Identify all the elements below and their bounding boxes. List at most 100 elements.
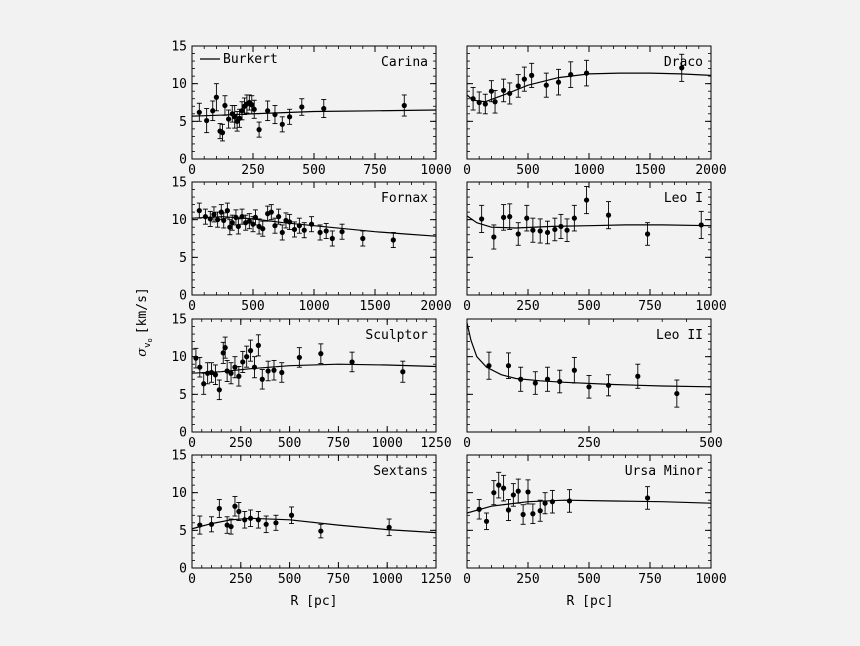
carina-data-point — [401, 94, 407, 117]
carina-point-marker — [299, 104, 305, 110]
sextans-point-marker — [208, 521, 215, 527]
leo-i-point-marker — [537, 228, 543, 234]
panel-draco: 0 500 1000 1500 2000 Draco — [463, 45, 727, 178]
leo-ii-data-point — [486, 351, 492, 380]
draco-data-point — [492, 89, 498, 114]
draco-data-point — [679, 53, 685, 82]
draco-point-marker — [555, 79, 562, 85]
leo-ii-point-marker — [586, 384, 592, 390]
draco-data-point — [515, 74, 521, 98]
sculptor-data-point — [255, 334, 261, 357]
carina-data-point — [256, 121, 262, 138]
ursa-minor-data-point — [549, 489, 556, 514]
fornax-point-marker — [287, 219, 293, 225]
leo-i-point-marker — [544, 229, 551, 236]
carina-y-tick-label: 15 — [171, 40, 187, 55]
sextans-point-marker — [247, 515, 254, 521]
sextans-data-point — [236, 502, 242, 521]
carina-data-point — [251, 99, 257, 119]
sextans-point-marker — [228, 523, 234, 530]
leo-ii-point-marker — [486, 363, 492, 369]
ursa-minor-x-tick-label: 250 — [516, 572, 539, 587]
ursa-minor-data-point — [542, 492, 548, 515]
y-axis-title-symbol: σ — [135, 347, 150, 357]
fornax-y-tick-label: 10 — [171, 213, 187, 228]
carina-point-marker — [287, 114, 293, 120]
carina-x-tick-label: 500 — [302, 163, 325, 178]
ursa-minor-data-point — [537, 499, 543, 522]
carina-data-point — [249, 95, 255, 115]
fornax-x-tick-label: 0 — [188, 299, 196, 314]
leo-ii-data-point — [518, 366, 524, 392]
leo-ii-x-tick-label: 500 — [699, 436, 722, 451]
draco-point-marker — [470, 96, 476, 102]
leo-i-point-marker — [605, 212, 612, 218]
carina-x-tick-label: 250 — [241, 163, 264, 178]
panel-sextans: 0 250 500 750 1000 1250 0 5 10 15 Sextans — [171, 449, 451, 588]
sextans-data-point — [216, 498, 222, 518]
leo-ii-data-point — [605, 374, 612, 397]
sculptor-data-point — [232, 356, 238, 379]
leo-i-point-marker — [491, 234, 497, 240]
carina-point-marker — [272, 111, 278, 118]
leo-i-data-point — [552, 217, 558, 242]
carina-point-marker — [222, 102, 228, 109]
panel-ursa-minor: 0 250 500 750 1000 Ursa Minor — [463, 454, 727, 587]
fornax-y-tick-label: 15 — [171, 176, 187, 191]
carina-x-tick-label: 750 — [363, 163, 386, 178]
carina-point-marker — [401, 102, 407, 109]
sextans-point-marker — [224, 522, 230, 528]
sculptor-x-tick-label: 1250 — [420, 436, 451, 451]
y-axis-title-unit: [km/s] — [135, 287, 150, 334]
sextans-point-marker — [232, 503, 238, 509]
fornax-point-marker — [196, 208, 202, 214]
sextans-point-marker — [197, 522, 203, 528]
sculptor-point-marker — [255, 342, 261, 348]
sextans-x-tick-label: 500 — [278, 572, 301, 587]
ursa-minor-data-point — [566, 489, 573, 513]
fornax-data-point — [291, 221, 298, 238]
fornax-point-marker — [221, 217, 227, 224]
fornax-data-point — [317, 224, 323, 241]
leo-ii-point-marker — [635, 373, 641, 379]
leo-i-point-marker — [552, 226, 558, 233]
sculptor-data-point — [259, 369, 265, 390]
leo-i-point-marker — [515, 231, 521, 237]
sculptor-data-point — [296, 347, 302, 368]
carina-data-point — [213, 83, 219, 112]
fornax-point-marker — [260, 226, 266, 232]
fornax-y-tick-label: 5 — [179, 251, 187, 266]
sculptor-data-point — [216, 379, 222, 401]
y-axis-title-sub: v — [143, 342, 153, 347]
ursa-minor-data-point — [483, 512, 490, 531]
ursa-minor-point-marker — [501, 485, 507, 491]
carina-data-point — [265, 100, 271, 122]
fornax-data-point — [235, 218, 241, 235]
ursa-minor-data-point — [525, 479, 531, 505]
draco-point-marker — [482, 101, 488, 107]
draco-point-marker — [492, 99, 498, 105]
carina-y-tick-label: 10 — [171, 77, 187, 92]
fornax-data-point — [329, 230, 335, 247]
sextans-x-tick-label: 1250 — [420, 572, 451, 587]
sextans-point-marker — [273, 520, 279, 526]
sculptor-point-marker — [228, 370, 234, 376]
sculptor-x-tick-label: 750 — [327, 436, 350, 451]
sculptor-data-point — [212, 364, 219, 385]
sculptor-x-tick-label: 500 — [278, 436, 301, 451]
ursa-minor-point-marker — [537, 508, 543, 514]
draco-data-point — [543, 72, 549, 98]
leo-ii-data-point — [505, 352, 512, 379]
ursa-minor-point-marker — [515, 488, 521, 494]
fornax-data-point — [215, 211, 221, 228]
sculptor-point-marker — [271, 367, 277, 373]
sculptor-data-point — [279, 362, 285, 383]
leo-ii-point-marker — [532, 380, 538, 386]
sculptor-point-marker — [265, 368, 271, 374]
fornax-data-point — [279, 224, 285, 241]
leo-ii-data-point — [557, 369, 563, 394]
sextans-point-marker — [255, 517, 261, 523]
panel-leo-ii: 0 250 500 Leo II — [463, 318, 723, 451]
carina-data-point — [299, 98, 305, 116]
